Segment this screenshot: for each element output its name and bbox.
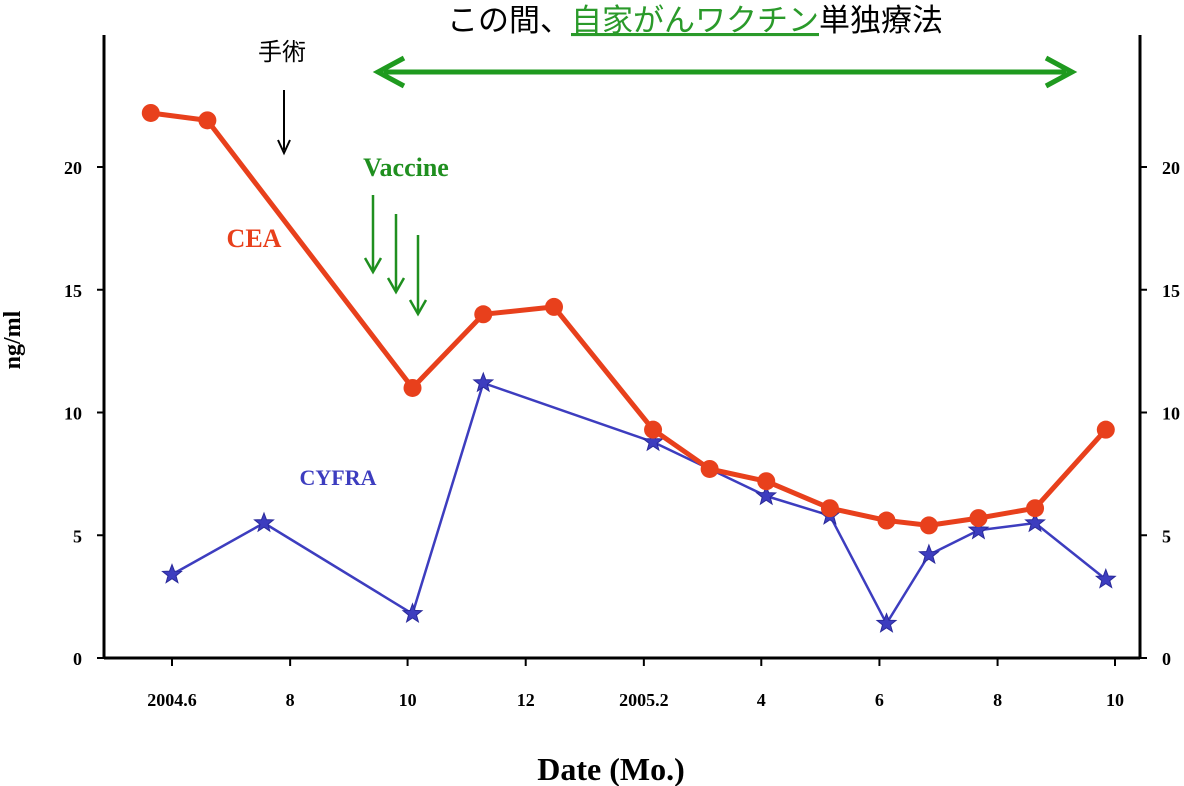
surgery-label: 手術: [258, 38, 306, 66]
series-cea: [141, 103, 1115, 535]
series: [141, 103, 1117, 633]
data-point-cyfra: [161, 563, 183, 584]
vaccine-arrows: [363, 195, 428, 317]
data-point-cea: [919, 516, 938, 535]
data-point-cea: [820, 499, 839, 518]
data-point-cyfra: [875, 612, 898, 633]
data-point-cyfra: [755, 484, 778, 506]
data-point-cyfra: [472, 371, 495, 393]
data-point-cea: [969, 509, 988, 528]
x-tick-label: 2004.6: [147, 690, 197, 710]
cyfra-label: CYFRA: [300, 465, 377, 490]
series-cyfra: [161, 371, 1117, 633]
title: この間、自家がんワクチン単独療法: [447, 3, 943, 39]
vaccine-label: Vaccine: [363, 153, 449, 182]
period-arrow: [372, 55, 1078, 89]
y-tick-label-left: 0: [73, 649, 82, 669]
data-point-cea: [198, 111, 217, 130]
y-tick-label-right: 5: [1162, 526, 1171, 546]
y-tick-label-left: 10: [64, 404, 82, 424]
y-tick-label-right: 10: [1162, 404, 1180, 424]
y-tick-label-right: 20: [1162, 158, 1180, 178]
ticks: 0 0 5 5 10 10 15 15 20 20 2004.6 8 10 12 2005.2 4 6 8 10: [64, 158, 1180, 710]
data-point-cea: [877, 511, 896, 530]
data-point-cea: [1026, 499, 1045, 518]
x-tick-label: 6: [875, 690, 884, 710]
data-point-cyfra: [642, 430, 664, 452]
y-tick-label-right: 0: [1162, 649, 1171, 669]
series-line-cea: [150, 110, 1108, 528]
data-point-cea: [700, 459, 719, 478]
x-tick-label: 4: [757, 690, 766, 710]
data-point-cea: [474, 305, 493, 324]
y-tick-label-left: 5: [73, 526, 82, 546]
title-suffix: 単独療法: [819, 3, 943, 39]
data-point-cyfra: [1094, 567, 1117, 589]
data-point-cyfra: [918, 543, 940, 565]
data-point-cea: [141, 103, 160, 122]
x-tick-label: 8: [993, 690, 1002, 710]
x-tick-label: 12: [517, 690, 535, 710]
x-tick-label: 10: [1106, 690, 1124, 710]
data-point-cea: [403, 378, 422, 397]
x-axis-label: Date (Mo.): [537, 751, 684, 786]
data-point-cyfra: [253, 511, 275, 533]
y-tick-label-left: 20: [64, 158, 82, 178]
axes: [102, 35, 1142, 660]
title-highlight: 自家がんワクチン: [571, 3, 819, 39]
title-prefix: この間、: [447, 3, 571, 39]
data-point-cyfra: [967, 518, 990, 540]
x-tick-label: 8: [286, 690, 295, 710]
surgery-arrow: [277, 90, 291, 156]
series-line-cyfra: [171, 381, 1107, 625]
svg-text:この間、自家がんワクチン単独療法: この間、自家がんワクチン単独療法: [447, 3, 943, 39]
data-point-cyfra: [1024, 511, 1046, 533]
data-point-cea: [644, 420, 663, 439]
x-tick-label: 10: [399, 690, 417, 710]
data-point-cyfra: [401, 602, 424, 624]
y-tick-label-left: 15: [64, 281, 82, 301]
y-tick-label-right: 15: [1162, 281, 1180, 301]
x-tick-label: 2005.2: [619, 690, 669, 710]
cea-label: CEA: [227, 224, 282, 253]
data-point-cea: [545, 297, 564, 316]
data-point-cea: [757, 472, 776, 491]
data-point-cea: [1096, 420, 1115, 439]
y-axis-label: ng/ml: [0, 310, 26, 369]
